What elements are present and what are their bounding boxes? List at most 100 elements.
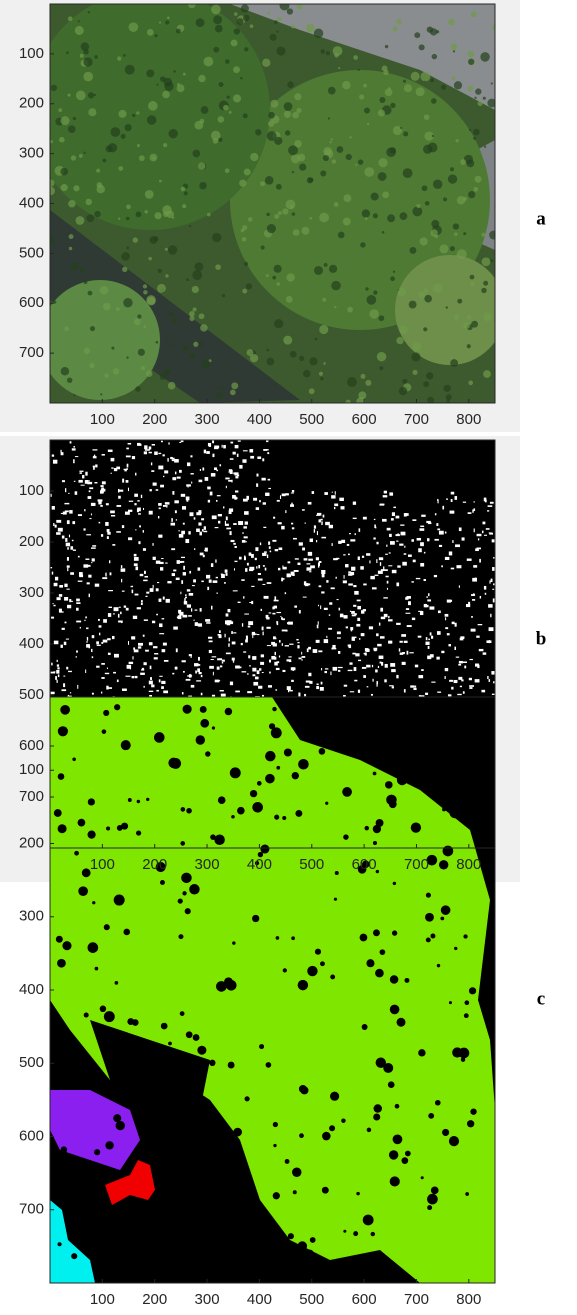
texture	[265, 568, 267, 571]
texture	[138, 646, 141, 648]
texture	[179, 534, 184, 538]
texture	[427, 599, 431, 601]
hole	[450, 1138, 455, 1143]
texture	[143, 530, 144, 533]
texture	[132, 590, 134, 594]
texture	[302, 509, 305, 510]
texture	[187, 675, 192, 676]
texture	[243, 450, 248, 451]
leaf	[166, 210, 174, 218]
texture	[248, 655, 250, 658]
texture	[379, 504, 384, 505]
hole	[117, 825, 123, 831]
texture	[100, 485, 103, 487]
texture	[305, 522, 306, 523]
leaf	[396, 19, 401, 24]
texture	[163, 597, 165, 600]
leaf	[287, 81, 294, 88]
leaf	[491, 82, 493, 84]
texture	[163, 691, 168, 694]
x-tick-label: 700	[404, 411, 429, 428]
texture	[492, 694, 495, 695]
hole	[272, 707, 276, 711]
leaf	[423, 327, 427, 331]
texture	[171, 518, 173, 522]
texture	[291, 572, 295, 576]
texture	[212, 515, 217, 519]
leaf	[329, 265, 337, 273]
hole	[218, 796, 226, 804]
leaf	[473, 187, 478, 192]
texture	[208, 500, 210, 503]
texture	[163, 505, 166, 507]
texture	[370, 576, 374, 579]
hole	[200, 706, 207, 713]
texture	[474, 528, 475, 532]
leaf	[286, 200, 296, 210]
texture	[107, 532, 110, 535]
leaf	[169, 311, 174, 316]
texture	[66, 667, 68, 670]
leaf	[213, 47, 219, 53]
leaf	[255, 129, 261, 135]
texture	[85, 670, 86, 674]
leaf	[192, 270, 202, 280]
texture	[119, 607, 121, 608]
texture	[279, 655, 280, 657]
texture	[80, 572, 83, 575]
texture	[52, 506, 55, 510]
texture	[70, 546, 73, 549]
texture	[225, 521, 226, 524]
hole	[341, 1119, 345, 1123]
hole	[128, 798, 132, 802]
texture	[163, 476, 164, 477]
texture	[388, 619, 393, 621]
leaf	[470, 281, 475, 286]
texture	[232, 658, 235, 661]
texture	[151, 470, 154, 472]
texture	[396, 516, 400, 519]
hole	[467, 1120, 474, 1127]
hole	[210, 834, 216, 840]
texture	[89, 480, 90, 482]
leaf	[173, 70, 176, 73]
x-tick-label: 800	[456, 1291, 481, 1308]
leaf	[104, 373, 108, 377]
texture	[308, 502, 312, 505]
hole	[298, 980, 308, 990]
texture	[144, 445, 147, 449]
hole	[299, 1133, 304, 1138]
leaf	[385, 89, 393, 97]
texture	[455, 544, 460, 547]
texture	[272, 607, 274, 610]
texture	[478, 624, 483, 625]
leaf	[480, 52, 490, 62]
leaf	[167, 16, 170, 19]
texture	[338, 667, 343, 668]
hole	[92, 901, 95, 904]
leaf	[402, 379, 407, 384]
texture	[82, 475, 84, 478]
texture	[366, 649, 370, 652]
texture	[460, 638, 464, 641]
leaf	[446, 306, 448, 308]
texture	[72, 448, 76, 450]
leaf	[270, 100, 278, 108]
leaf	[286, 273, 294, 281]
leaf	[410, 247, 417, 254]
texture	[326, 636, 327, 638]
texture	[406, 608, 409, 610]
texture	[297, 645, 299, 648]
texture	[67, 589, 70, 590]
texture	[73, 446, 75, 447]
hole	[459, 1048, 470, 1059]
texture	[217, 658, 222, 660]
texture	[336, 577, 337, 579]
hole	[58, 1242, 62, 1246]
texture	[267, 582, 272, 584]
leaf	[470, 275, 475, 280]
texture	[129, 501, 133, 502]
texture	[292, 490, 294, 492]
texture	[210, 492, 213, 496]
texture	[271, 656, 275, 660]
